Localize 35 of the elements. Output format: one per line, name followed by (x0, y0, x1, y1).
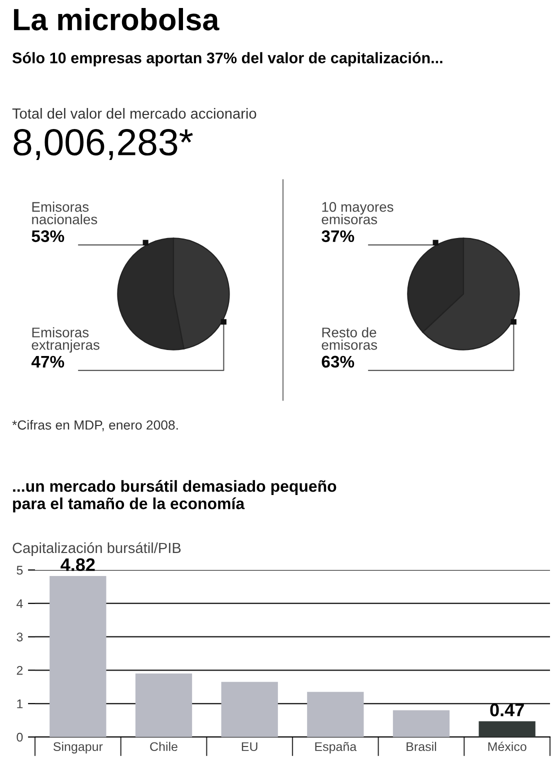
chart-title: La microbolsa (14, 8, 220, 30)
chart-title: ...un mercado bursátil demasiado pequeño para el tamaño de la economía (13, 480, 336, 512)
bar (135, 674, 192, 737)
bar (221, 682, 278, 737)
text: *Cifras en MDP, enero 2008. (12, 420, 178, 432)
text: 8,006,283* (14, 128, 193, 160)
x-tick-label: Brasil (406, 742, 436, 752)
y-axis-title: Capitalización bursátil/PIB (12, 542, 181, 556)
y-tick-label: 3 (16, 632, 23, 642)
slice-label: Emisoras extranjeras (32, 327, 100, 353)
data-label: 37% (322, 230, 354, 242)
x-tick-label: España (315, 742, 357, 754)
bar (50, 576, 106, 737)
x-tick-label: Chile (150, 742, 178, 752)
slice-label: 10 mayores emisoras (322, 202, 394, 224)
slice-label: Resto de emisoras (322, 327, 378, 350)
data-label: 63% (322, 356, 354, 368)
data-label: 47% (31, 356, 64, 368)
x-tick-label: Singapur (53, 742, 103, 754)
y-tick-label: 5 (16, 566, 23, 575)
y-tick-label: 4 (16, 599, 23, 608)
bar (307, 692, 364, 737)
slice-label: Emisoras nacionales (32, 202, 98, 224)
x-tick-label: México (488, 742, 526, 752)
y-tick-label: 1 (17, 700, 23, 708)
data-label: 53% (32, 230, 64, 242)
data-label: 4.82 (60, 558, 95, 572)
bar (392, 710, 450, 737)
data-label: 0.47 (490, 704, 524, 716)
y-tick-label: 0 (16, 732, 23, 742)
chart-subtitle: Sólo 10 empresas aportan 37% del valor de capitalización... (12, 52, 442, 66)
bar (478, 721, 536, 737)
y-tick-label: 2 (16, 666, 23, 675)
text: Total del valor del mercado accionario (12, 108, 256, 119)
x-tick-label: EU (242, 742, 258, 752)
